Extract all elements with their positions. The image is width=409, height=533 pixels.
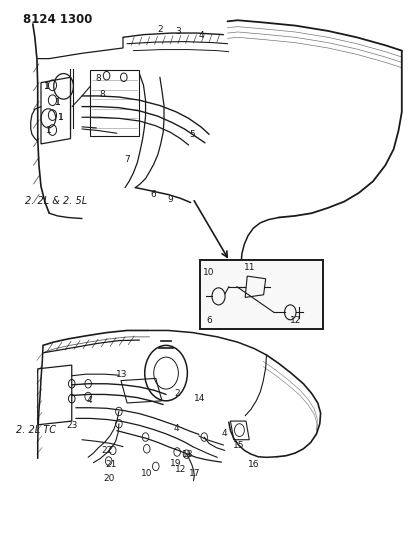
Text: 4: 4 (86, 397, 92, 405)
Text: 3: 3 (175, 28, 181, 36)
Text: 2. 2L & 2. 5L: 2. 2L & 2. 5L (25, 196, 88, 206)
Text: 8124 1300: 8124 1300 (22, 13, 92, 26)
Text: 8: 8 (95, 75, 101, 83)
Text: 10: 10 (203, 269, 214, 277)
Bar (200, 260, 322, 329)
Text: 8: 8 (99, 91, 105, 99)
Text: 1: 1 (58, 113, 63, 122)
Text: 14: 14 (194, 394, 205, 403)
Text: 1: 1 (44, 82, 50, 91)
Text: 2: 2 (174, 389, 180, 398)
Text: 6: 6 (206, 317, 211, 325)
Text: 5: 5 (189, 130, 194, 139)
Text: 10: 10 (141, 469, 152, 478)
Text: 6: 6 (151, 190, 156, 199)
Text: 22: 22 (101, 446, 113, 455)
Text: 2. 2L TC: 2. 2L TC (16, 425, 56, 435)
Text: 1: 1 (54, 98, 60, 107)
Text: 13: 13 (116, 370, 128, 378)
Text: 1: 1 (46, 126, 52, 134)
Text: 2: 2 (157, 25, 162, 34)
Text: 4: 4 (173, 424, 179, 433)
Text: 21: 21 (106, 461, 117, 469)
Text: 1: 1 (58, 113, 63, 122)
Text: 12: 12 (174, 465, 186, 473)
Text: 19: 19 (169, 459, 181, 468)
Text: 23: 23 (66, 421, 77, 430)
Text: 1: 1 (54, 98, 60, 107)
Text: 18: 18 (182, 450, 193, 458)
Text: 7: 7 (124, 156, 130, 164)
Text: 12: 12 (289, 317, 300, 325)
Text: 4: 4 (198, 31, 203, 39)
Text: 16: 16 (248, 461, 259, 469)
Text: 15: 15 (232, 441, 244, 449)
Text: 20: 20 (103, 474, 114, 483)
Text: 4: 4 (221, 430, 227, 438)
Text: 1: 1 (44, 82, 50, 91)
Text: 11: 11 (244, 263, 255, 272)
Text: 9: 9 (167, 196, 173, 204)
Text: 17: 17 (189, 469, 200, 478)
